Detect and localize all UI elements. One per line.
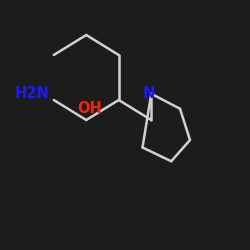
Text: OH: OH bbox=[78, 101, 102, 116]
Text: N: N bbox=[142, 86, 155, 101]
Text: H2N: H2N bbox=[15, 86, 50, 101]
